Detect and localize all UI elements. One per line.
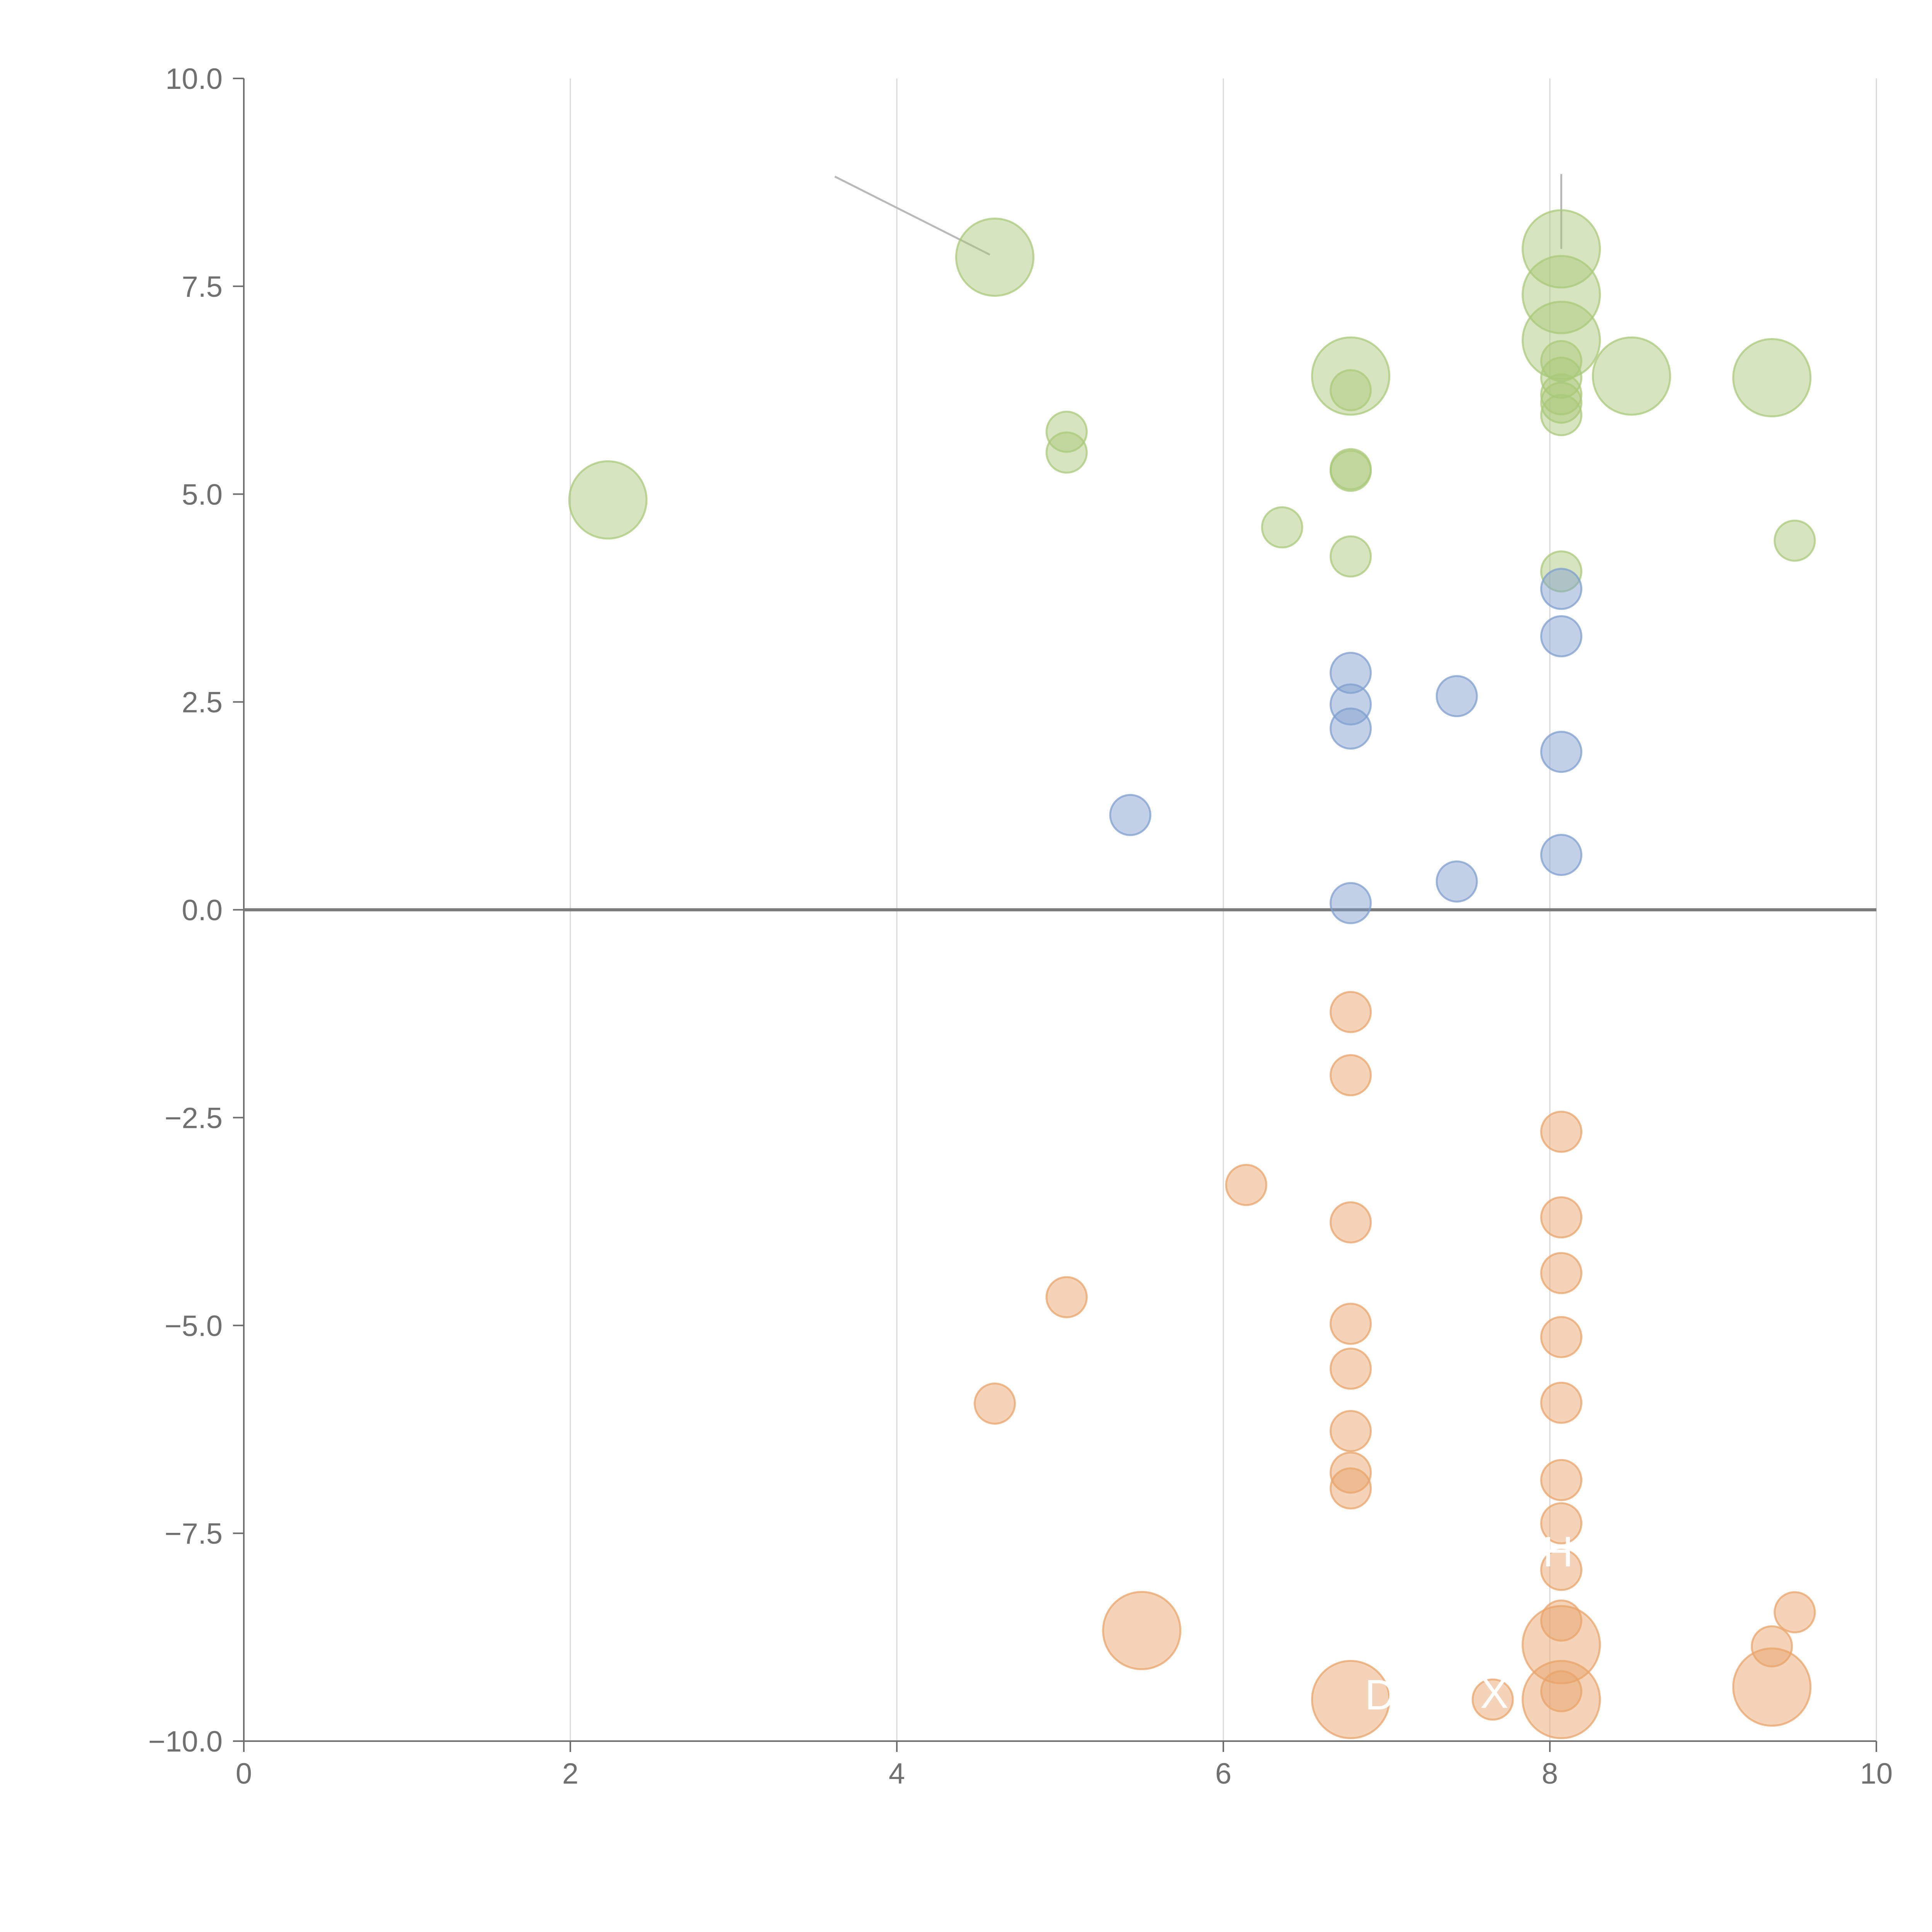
orange-point-27 <box>1732 1647 1812 1727</box>
y-tick-label-7: −7.5 <box>165 1517 223 1550</box>
green-point-9 <box>1330 535 1372 578</box>
x-tick-label-4: 8 <box>1542 1757 1558 1790</box>
orange-point-2 <box>1102 1591 1182 1670</box>
green-point-1 <box>568 460 648 540</box>
x-tick-label-3: 6 <box>1215 1757 1231 1790</box>
orange-point-24 <box>1522 1660 1601 1739</box>
x-tick-label-1: 2 <box>562 1757 578 1790</box>
orange-point-4 <box>1330 991 1372 1033</box>
leader-line-6 <box>1560 1570 1566 1621</box>
leader-line-7 <box>1771 1650 1775 1687</box>
blue-point-7 <box>1540 568 1583 610</box>
blue-point-10 <box>1540 834 1583 876</box>
blue-point-6 <box>1435 860 1478 903</box>
green-point-18 <box>1540 550 1583 593</box>
orange-point-10 <box>1330 1451 1372 1494</box>
blue-point-2 <box>1330 683 1372 726</box>
orange-point-5 <box>1330 1054 1372 1097</box>
leader-line-4 <box>1771 373 1775 407</box>
y-tick-label-3: 2.5 <box>182 686 223 719</box>
blue-point-0 <box>1109 794 1151 836</box>
y-tick-label-4: 0.0 <box>182 894 223 927</box>
green-point-4 <box>1261 506 1303 549</box>
y-tick-label-5: −2.5 <box>165 1102 223 1134</box>
blue-point-4 <box>1330 882 1372 924</box>
green-point-10 <box>1522 209 1601 289</box>
orange-point-28 <box>1774 1591 1816 1634</box>
leader-line-9 <box>1354 1698 1379 1705</box>
leader-line-layer <box>834 174 1775 1705</box>
blue-point-5 <box>1435 675 1478 718</box>
orange-point-22 <box>1540 1599 1583 1642</box>
x-tick-label-5: 10 <box>1860 1757 1893 1790</box>
blue-point-8 <box>1540 615 1583 658</box>
green-point-8 <box>1330 450 1372 492</box>
orange-point-12 <box>1311 1660 1391 1739</box>
orange-point-19 <box>1540 1459 1583 1501</box>
green-point-13 <box>1540 340 1583 383</box>
leader-line-3 <box>1627 373 1636 403</box>
green-point-21 <box>1774 519 1816 562</box>
leader-line-0 <box>834 175 990 256</box>
orange-point-17 <box>1540 1316 1583 1358</box>
annotation-label-1: X <box>1480 1670 1509 1717</box>
green-point-6 <box>1330 369 1372 412</box>
green-point-11 <box>1522 255 1601 334</box>
orange-point-9 <box>1330 1410 1372 1452</box>
orange-point-20 <box>1540 1502 1583 1544</box>
orange-point-0 <box>974 1382 1016 1425</box>
leader-line-5 <box>1148 1621 1196 1632</box>
orange-point-18 <box>1540 1381 1583 1424</box>
green-point-3 <box>1045 431 1088 474</box>
orange-point-15 <box>1540 1196 1583 1239</box>
y-tick-label-0: 10.0 <box>165 63 223 95</box>
green-point-14 <box>1540 357 1583 399</box>
blue-point-1 <box>1330 651 1372 694</box>
orange-point-16 <box>1540 1252 1583 1294</box>
y-tick-label-1: 7.5 <box>182 270 223 303</box>
annotation-label-0: D <box>1365 1671 1395 1719</box>
y-tick-label-2: 5.0 <box>182 478 223 511</box>
orange-point-26 <box>1751 1625 1793 1668</box>
orange-point-3 <box>1225 1164 1267 1206</box>
orange-point-21 <box>1540 1549 1583 1591</box>
orange-point-25 <box>1540 1670 1583 1713</box>
axis-layer: 0 2 4 6 8 10 10.0 7.5 5.0 2.5 0.0 −2.5 −5.0 −7.5 −10.0 <box>148 63 1893 1790</box>
y-tick-label-6: −5.0 <box>165 1310 223 1342</box>
data-point-layer <box>568 209 1816 1739</box>
orange-point-7 <box>1330 1303 1372 1345</box>
orange-point-23 <box>1522 1605 1601 1684</box>
orange-point-14 <box>1540 1111 1583 1153</box>
y-tick-label-8: −10.0 <box>148 1725 223 1758</box>
orange-point-13 <box>1471 1678 1514 1721</box>
green-point-17 <box>1540 394 1583 436</box>
green-point-0 <box>955 218 1034 297</box>
orange-point-8 <box>1330 1347 1372 1390</box>
orange-point-1 <box>1045 1276 1088 1318</box>
annotation-label-2: H <box>1543 1528 1573 1576</box>
x-tick-label-2: 4 <box>889 1757 905 1790</box>
green-point-20 <box>1732 338 1812 418</box>
blue-point-3 <box>1330 707 1372 750</box>
blue-point-9 <box>1540 731 1583 773</box>
x-tick-label-0: 0 <box>236 1757 252 1790</box>
green-point-19 <box>1592 336 1671 416</box>
green-point-16 <box>1540 381 1583 424</box>
orange-point-6 <box>1330 1201 1372 1243</box>
annotation-layer: D X H <box>1365 1528 1573 1719</box>
orange-point-11 <box>1330 1467 1372 1510</box>
